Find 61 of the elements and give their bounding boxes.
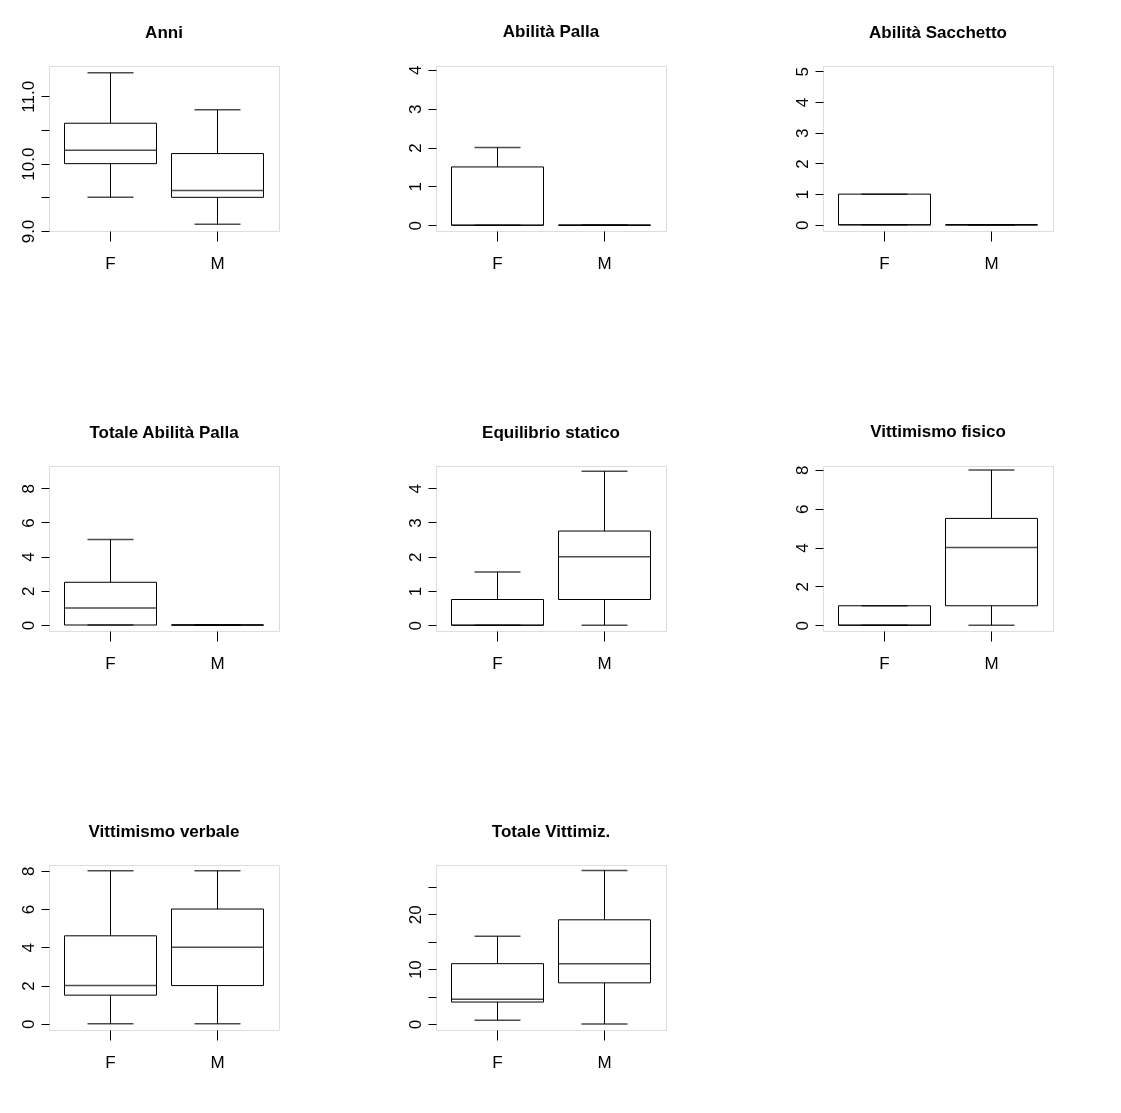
y-tick-label: 3 xyxy=(792,128,812,138)
x-tick-label: F xyxy=(105,653,116,673)
x-tick-label: F xyxy=(105,253,116,273)
y-tick-label: 1 xyxy=(405,586,425,597)
y-tick-label: 5 xyxy=(792,66,812,77)
x-tick-label: M xyxy=(210,253,225,273)
x-tick-label: F xyxy=(105,1052,116,1072)
chart-title: Totale Vittimiz. xyxy=(491,822,611,841)
y-tick-label: 2 xyxy=(18,981,38,991)
y-tick-label: 2 xyxy=(792,582,812,592)
y-tick-label: 1 xyxy=(405,182,425,192)
y-tick-label: 8 xyxy=(792,465,812,476)
x-tick-label: M xyxy=(210,653,225,673)
x-tick-label: F xyxy=(492,253,503,273)
y-tick-label: 2 xyxy=(405,552,425,562)
y-tick-label: 4 xyxy=(18,943,38,953)
y-tick-label: 0 xyxy=(405,620,425,631)
chart-title: Abilità Sacchetto xyxy=(869,23,1007,42)
chart-title: Totale Abilità Palla xyxy=(89,423,240,442)
y-tick-label: 11.0 xyxy=(18,80,38,113)
y-tick-label: 10 xyxy=(405,960,425,980)
x-tick-label: F xyxy=(492,653,503,673)
y-tick-label: 0 xyxy=(405,1019,425,1030)
y-tick-label: 4 xyxy=(405,484,425,494)
y-tick-label: 0 xyxy=(18,1019,38,1030)
y-tick-label: 2 xyxy=(792,159,812,169)
chart-title: Abilità Palla xyxy=(502,22,600,42)
x-tick-label: M xyxy=(984,653,999,673)
y-tick-label: 4 xyxy=(18,552,38,562)
y-tick-label: 6 xyxy=(18,904,38,915)
y-tick-label: 8 xyxy=(18,866,38,876)
x-tick-label: M xyxy=(984,253,999,273)
x-tick-label: M xyxy=(597,1052,612,1072)
x-tick-label: F xyxy=(879,653,890,673)
y-tick-label: 2 xyxy=(18,586,38,597)
y-tick-label: 2 xyxy=(405,143,425,153)
y-tick-label: 3 xyxy=(405,104,425,114)
x-tick-label: M xyxy=(597,653,612,673)
y-tick-label: 0 xyxy=(792,620,812,631)
chart-title: Vittimismo fisico xyxy=(870,422,1006,442)
chart-title: Vittimismo verbale xyxy=(88,822,240,841)
y-tick-label: 6 xyxy=(18,518,38,528)
x-tick-label: F xyxy=(492,1052,503,1072)
y-tick-label: 6 xyxy=(792,504,812,514)
x-tick-label: M xyxy=(210,1052,225,1072)
y-tick-label: 10.0 xyxy=(18,147,38,181)
y-tick-label: 4 xyxy=(792,543,812,553)
y-tick-label: 20 xyxy=(405,905,425,925)
y-tick-label: 9.0 xyxy=(18,219,38,244)
y-tick-label: 3 xyxy=(405,518,425,528)
y-tick-label: 0 xyxy=(792,220,812,231)
y-tick-label: 0 xyxy=(405,220,425,231)
chart-title: Equilibrio statico xyxy=(482,423,620,442)
y-tick-label: 4 xyxy=(792,97,812,108)
chart-title: Anni xyxy=(145,23,183,42)
x-tick-label: M xyxy=(597,253,612,273)
y-tick-label: 8 xyxy=(18,483,38,494)
y-tick-label: 0 xyxy=(18,620,38,631)
x-tick-label: F xyxy=(879,253,890,273)
y-tick-label: 1 xyxy=(792,189,812,200)
y-tick-label: 4 xyxy=(405,65,425,76)
